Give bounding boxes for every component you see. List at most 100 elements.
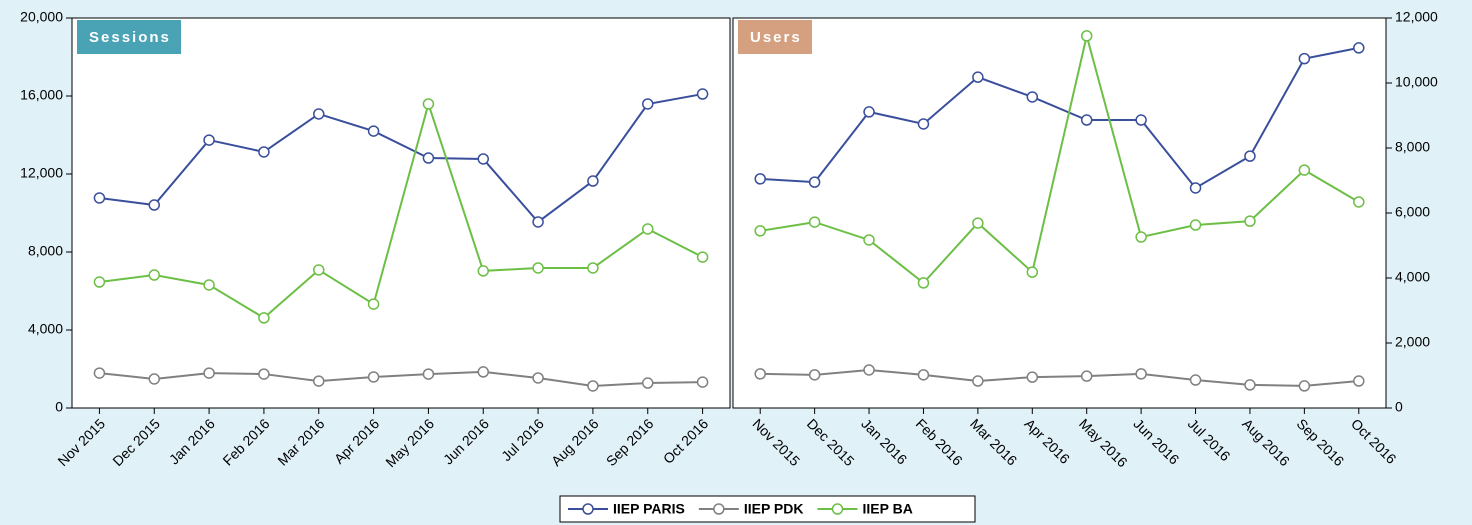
x-tick-label: Nov 2015 <box>749 415 803 469</box>
point <box>696 88 709 100</box>
y-tick-label: 0 <box>55 399 63 415</box>
point <box>863 234 875 246</box>
legend-label: IIEP PDK <box>744 501 804 517</box>
x-tick-label: Feb 2016 <box>220 415 273 468</box>
point <box>972 375 984 387</box>
point <box>93 192 106 204</box>
point <box>258 312 270 324</box>
y-tick-label: 8,000 <box>1395 139 1430 155</box>
series-line <box>760 46 1359 190</box>
x-tick-label: May 2016 <box>1076 415 1131 470</box>
x-tick-label: Apr 2016 <box>331 415 383 467</box>
point <box>1080 114 1093 126</box>
point <box>863 106 875 118</box>
point <box>754 368 766 380</box>
point <box>1189 374 1202 386</box>
plot-area <box>71 17 731 409</box>
x-tick-label: Oct 2016 <box>660 415 712 467</box>
point <box>808 369 821 381</box>
point <box>696 376 709 388</box>
chart-title: Sessions <box>89 29 171 46</box>
point <box>754 173 766 185</box>
point <box>532 372 544 384</box>
point <box>258 146 270 158</box>
y-tick-label: 6,000 <box>1395 204 1430 220</box>
point <box>1080 370 1093 382</box>
point <box>422 152 435 164</box>
point <box>642 98 654 110</box>
point <box>1080 30 1093 42</box>
point <box>148 373 160 385</box>
x-tick-label: Aug 2016 <box>548 415 602 469</box>
series-line <box>760 368 1359 387</box>
series-line <box>99 100 704 320</box>
point <box>367 125 380 137</box>
point <box>422 98 435 110</box>
x-tick-label: Nov 2015 <box>54 415 108 469</box>
chart-title: Users <box>750 29 802 46</box>
point <box>367 298 380 310</box>
x-tick-label: Jun 2016 <box>440 415 492 467</box>
y-tick-label: 12,000 <box>1395 9 1438 25</box>
point <box>1298 52 1311 65</box>
y-tick-label: 12,000 <box>20 165 63 181</box>
point <box>1298 380 1311 392</box>
point <box>1135 368 1147 380</box>
x-tick-label: Dec 2015 <box>109 415 163 469</box>
x-tick-label: Apr 2016 <box>1022 415 1074 467</box>
point <box>696 251 709 263</box>
point <box>1026 266 1039 278</box>
point <box>1244 215 1256 227</box>
point <box>972 71 984 83</box>
point <box>477 265 489 277</box>
point <box>808 176 821 188</box>
point <box>1298 164 1311 176</box>
point <box>148 199 160 211</box>
x-tick-label: Mar 2016 <box>274 415 327 468</box>
y-tick-label: 10,000 <box>1395 74 1438 90</box>
point <box>93 367 106 379</box>
x-tick-label: Jul 2016 <box>1185 415 1234 464</box>
x-tick-label: Aug 2016 <box>1239 415 1293 469</box>
legend-marker <box>713 503 725 515</box>
point <box>313 375 325 387</box>
legend-marker <box>582 503 594 515</box>
point <box>587 262 599 274</box>
point <box>917 369 930 381</box>
point <box>203 134 215 146</box>
point <box>754 225 766 237</box>
y-tick-label: 16,000 <box>20 87 63 103</box>
point <box>1135 231 1147 243</box>
point <box>1026 371 1039 383</box>
point <box>1189 219 1202 231</box>
point <box>972 217 984 229</box>
x-tick-label: Jan 2016 <box>166 415 218 467</box>
point <box>808 216 821 228</box>
point <box>148 269 160 281</box>
y-tick-label: 20,000 <box>20 9 63 25</box>
point <box>917 277 930 289</box>
point <box>863 364 875 376</box>
legend-marker <box>831 503 844 515</box>
x-tick-label: Jun 2016 <box>1130 415 1182 467</box>
point <box>1353 196 1365 208</box>
point <box>422 368 435 380</box>
point <box>477 366 489 378</box>
x-tick-label: Feb 2016 <box>913 415 966 468</box>
point <box>532 262 544 274</box>
point <box>203 279 215 291</box>
point <box>1353 42 1365 54</box>
y-tick-label: 0 <box>1395 399 1403 415</box>
x-tick-label: Oct 2016 <box>1348 415 1400 467</box>
y-tick-label: 4,000 <box>28 321 63 337</box>
point <box>93 276 106 288</box>
point <box>642 223 654 235</box>
title-box <box>738 20 812 54</box>
legend-label: IIEP BA <box>863 501 913 517</box>
x-tick-label: Jul 2016 <box>498 415 547 464</box>
legend-box <box>559 495 976 523</box>
series-line <box>760 35 1360 285</box>
point <box>258 368 270 380</box>
series-line <box>99 370 703 387</box>
